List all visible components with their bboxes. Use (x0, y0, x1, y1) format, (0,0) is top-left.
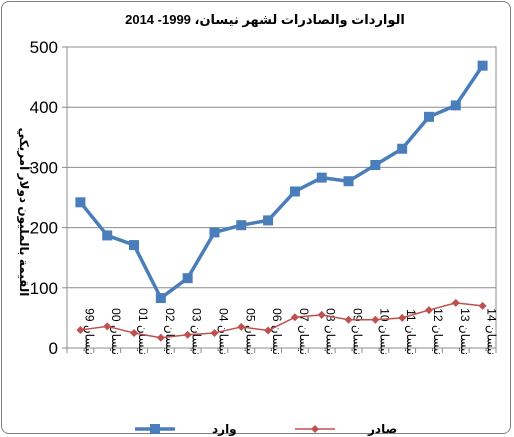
series-line (80, 302, 483, 339)
x-tick-label: نيسان 01 (136, 308, 150, 355)
legend-label: صادر (367, 422, 397, 436)
data-point (129, 240, 140, 251)
y-tick-label: 400 (30, 98, 58, 117)
data-point (478, 301, 487, 310)
data-point (75, 197, 86, 208)
legend-marker (150, 424, 160, 434)
x-tick-label: نيسان 99 (82, 308, 96, 355)
data-point (155, 293, 166, 304)
data-point (236, 220, 247, 231)
y-tick-label: 100 (30, 279, 58, 298)
data-point (130, 328, 139, 337)
legend-marker (311, 425, 319, 433)
chart-title: الواردات والصادرات لشهر نيسان، 1999- 201… (125, 12, 405, 27)
y-tick-label: 300 (30, 158, 58, 177)
data-point (289, 186, 300, 197)
data-point (451, 298, 460, 307)
data-point (423, 111, 434, 122)
data-point (263, 215, 274, 226)
x-tick-label: نيسان 10 (377, 308, 391, 355)
data-point (317, 310, 326, 319)
y-tick-label: 0 (49, 339, 58, 358)
x-tick-label: نيسان 00 (109, 308, 123, 355)
x-tick-label: نيسان 08 (324, 308, 338, 355)
data-point (398, 313, 407, 322)
data-point (344, 315, 353, 324)
data-point (343, 176, 354, 187)
y-axis-label: القيمة بالمليون دولار أمريكي (16, 128, 32, 297)
data-point (424, 306, 433, 315)
data-point (290, 313, 299, 322)
data-point (237, 322, 246, 331)
data-point (264, 326, 273, 335)
plot-area (66, 46, 497, 349)
y-tick-label: 200 (30, 219, 58, 238)
data-point (76, 325, 85, 334)
y-tick-label: 500 (30, 38, 58, 57)
data-point (397, 143, 408, 154)
data-point (316, 172, 327, 183)
x-tick-label: نيسان 13 (458, 308, 472, 355)
data-point (210, 328, 219, 337)
x-tick-label: نيسان 12 (431, 308, 445, 355)
data-point (156, 333, 165, 342)
data-point (209, 227, 220, 238)
data-point (477, 60, 488, 71)
data-point (102, 230, 113, 241)
data-point (183, 330, 192, 339)
x-tick-label: نيسان 02 (163, 308, 177, 355)
data-point (103, 322, 112, 331)
data-point (371, 315, 380, 324)
x-tick-label: نيسان 06 (270, 308, 284, 355)
data-point (370, 159, 381, 170)
data-point (182, 273, 193, 284)
x-tick-label: نيسان 14 (485, 308, 499, 355)
x-tick-label: نيسان 09 (351, 308, 365, 355)
x-tick-label: نيسان 07 (297, 308, 311, 355)
x-tick-label: نيسان 03 (190, 308, 204, 355)
legend-label: وارد (212, 422, 237, 437)
x-tick-label: نيسان 11 (404, 309, 418, 355)
x-tick-label: نيسان 05 (243, 308, 257, 355)
series-line (79, 64, 485, 300)
data-point (450, 100, 461, 111)
